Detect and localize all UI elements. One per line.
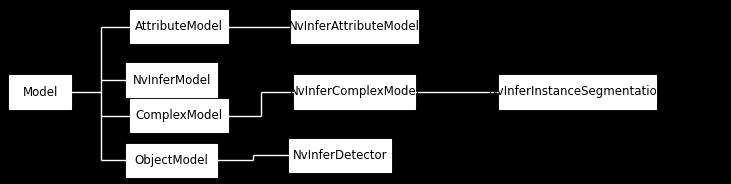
Text: NvInferComplexModel: NvInferComplexModel — [289, 86, 420, 98]
FancyBboxPatch shape — [126, 144, 218, 177]
FancyBboxPatch shape — [130, 99, 228, 132]
Text: NvInferAttributeModel: NvInferAttributeModel — [289, 20, 420, 33]
FancyBboxPatch shape — [290, 10, 418, 43]
FancyBboxPatch shape — [289, 139, 391, 172]
Text: ComplexModel: ComplexModel — [135, 109, 223, 122]
Text: NvInferDetector: NvInferDetector — [292, 149, 387, 162]
FancyBboxPatch shape — [9, 75, 72, 109]
Text: Model: Model — [23, 86, 58, 98]
FancyBboxPatch shape — [294, 75, 415, 109]
Text: NvInferModel: NvInferModel — [132, 74, 211, 86]
FancyBboxPatch shape — [499, 75, 656, 109]
Text: ObjectModel: ObjectModel — [135, 154, 209, 167]
Text: NvInferInstanceSegmentation: NvInferInstanceSegmentation — [489, 86, 666, 98]
Text: AttributeModel: AttributeModel — [135, 20, 223, 33]
FancyBboxPatch shape — [130, 10, 228, 43]
FancyBboxPatch shape — [126, 63, 218, 97]
